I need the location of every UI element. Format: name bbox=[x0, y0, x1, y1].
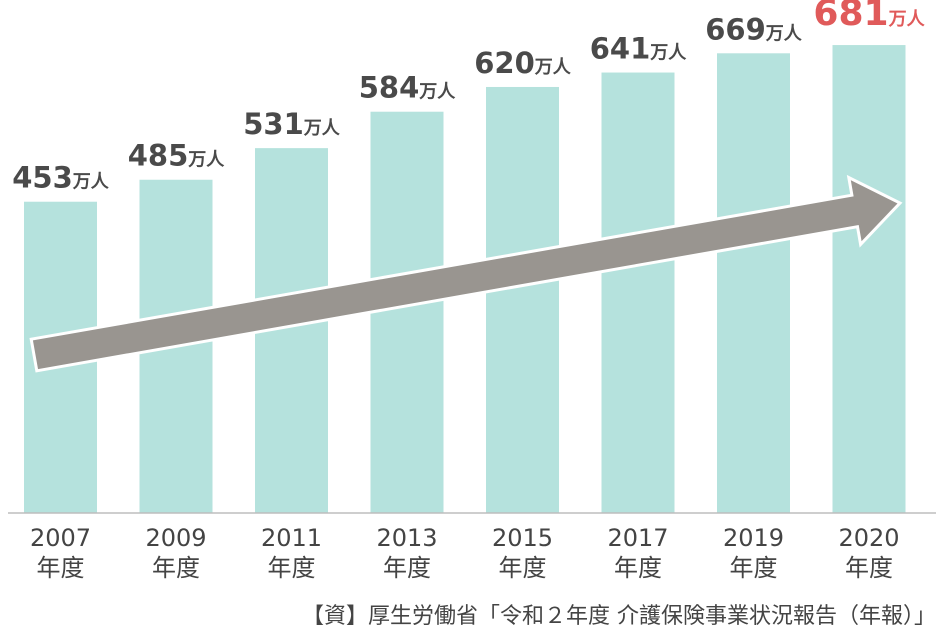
bar-2020 bbox=[832, 45, 906, 513]
value-label-2019: 669万人 bbox=[705, 12, 803, 46]
x-tick-labels-group: 2007年度2009年度2011年度2013年度2015年度2017年度2019… bbox=[30, 524, 900, 582]
value-number: 681 bbox=[813, 0, 888, 34]
tick-year-2017: 2017 bbox=[607, 524, 668, 552]
tick-year-2019: 2019 bbox=[723, 524, 784, 552]
value-unit: 万人 bbox=[765, 23, 803, 44]
value-number: 641 bbox=[590, 32, 651, 66]
value-number: 620 bbox=[474, 46, 535, 80]
tick-suffix-2011: 年度 bbox=[268, 554, 316, 582]
source-note: 【資】厚生労働省「令和２年度 介護保険事業状況報告（年報）」 bbox=[302, 604, 936, 629]
value-label-2017: 641万人 bbox=[590, 32, 688, 66]
tick-suffix-2017: 年度 bbox=[614, 554, 662, 582]
value-unit: 万人 bbox=[187, 150, 225, 171]
value-label-2011: 531万人 bbox=[243, 107, 341, 141]
bar-2015 bbox=[486, 86, 559, 513]
value-number: 531 bbox=[243, 107, 304, 141]
tick-year-2007: 2007 bbox=[30, 524, 91, 552]
tick-year-2015: 2015 bbox=[492, 524, 553, 552]
value-unit: 万人 bbox=[534, 57, 572, 78]
trend-arrow bbox=[29, 174, 903, 373]
value-label-2009: 485万人 bbox=[128, 139, 226, 173]
tick-suffix-2009: 年度 bbox=[152, 554, 200, 582]
tick-suffix-2013: 年度 bbox=[383, 554, 431, 582]
value-unit: 万人 bbox=[888, 9, 926, 30]
value-label-2015: 620万人 bbox=[474, 46, 572, 80]
bar-2013 bbox=[370, 111, 444, 514]
tick-suffix-2007: 年度 bbox=[37, 554, 85, 582]
value-number: 669 bbox=[705, 12, 766, 46]
value-unit: 万人 bbox=[72, 172, 110, 193]
bar-2019 bbox=[717, 53, 790, 514]
value-label-2013: 584万人 bbox=[359, 71, 457, 105]
tick-suffix-2015: 年度 bbox=[499, 554, 547, 582]
value-number: 485 bbox=[128, 139, 189, 173]
tick-suffix-2019: 年度 bbox=[730, 554, 778, 582]
value-unit: 万人 bbox=[418, 82, 456, 103]
value-label-2020: 681万人 bbox=[813, 0, 925, 34]
tick-year-2020: 2020 bbox=[838, 524, 899, 552]
value-number: 584 bbox=[359, 71, 420, 105]
tick-year-2009: 2009 bbox=[145, 524, 206, 552]
tick-year-2011: 2011 bbox=[261, 524, 322, 552]
bars-group bbox=[24, 45, 906, 514]
value-label-2007: 453万人 bbox=[12, 161, 110, 195]
value-number: 453 bbox=[12, 161, 73, 195]
bar-2017 bbox=[601, 72, 675, 513]
tick-suffix-2020: 年度 bbox=[845, 554, 893, 582]
tick-year-2013: 2013 bbox=[376, 524, 437, 552]
trend-arrow-group bbox=[29, 174, 903, 373]
value-unit: 万人 bbox=[303, 118, 341, 139]
value-unit: 万人 bbox=[649, 43, 687, 64]
